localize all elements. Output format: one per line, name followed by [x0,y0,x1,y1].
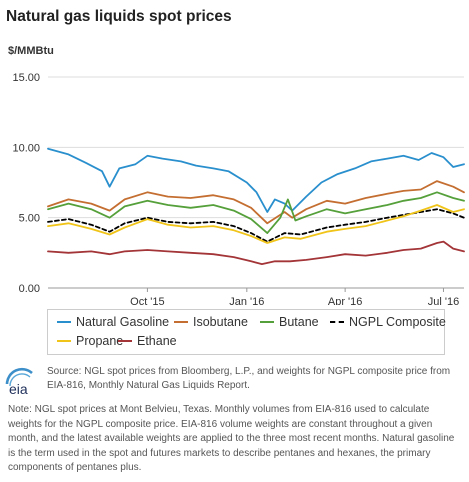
legend-item-isobutane[interactable]: Isobutane [174,315,248,329]
y-tick-label: 5.00 [19,213,40,225]
legend-label: Isobutane [193,315,248,329]
legend-item-ngpl-composite[interactable]: NGPL Composite [330,315,446,329]
series-line-ethane [47,240,465,266]
legend-swatch [57,320,71,323]
legend-item-butane[interactable]: Butane [260,315,319,329]
axis-layer: 0.00 5.00 10.00 15.00 Oct '15 Jan '16 Apr '16 J… [12,72,459,305]
y-tick-label: 0.00 [19,283,40,295]
legend-label: Natural Gasoline [76,315,170,329]
x-tick-label: Jan '16 [229,296,264,305]
series-line-natural-gasoline [47,147,465,213]
legend-swatch [330,320,344,323]
chart-title: Natural gas liquids spot prices [6,8,232,25]
legend-swatch [118,339,132,342]
series-line-butane [47,191,465,235]
grid-layer [48,76,464,289]
legend-label: Butane [279,315,319,329]
series-line-propane [47,204,465,244]
legend-label: Ethane [137,334,177,348]
series-line-isobutane [47,180,465,225]
source-note: Source: NGL spot prices from Bloomberg, … [47,366,451,391]
y-tick-label: 10.00 [12,142,40,154]
legend-item-propane[interactable]: Propane [57,334,123,348]
legend-swatch [57,339,71,342]
source-block: eia Source: NGL spot prices from Bloombe… [4,365,464,397]
legend-label: Propane [76,334,124,348]
legend-swatch [174,320,188,323]
eia-logo-icon: eia [5,367,33,397]
legend-item-ethane[interactable]: Ethane [118,334,177,348]
x-tick-label: Oct '15 [130,296,165,305]
eia-logo-text: eia [9,381,28,397]
y-axis-unit-label: $/MMBtu [8,45,54,57]
legend: Natural Gasoline Isobutane Butane NGPL C… [47,309,446,355]
x-tick-label: Apr '16 [328,296,363,305]
line-chart: 0.00 5.00 10.00 15.00 Oct '15 Jan '16 Apr '16 J… [12,72,465,305]
x-tick-label: Jul '16 [428,296,459,305]
series-line-ngpl-composite [47,208,465,243]
y-tick-label: 15.00 [12,72,40,84]
footnote: Note: NGL spot prices at Mont Belvieu, T… [8,404,455,473]
series-layer [47,147,465,266]
legend-label: NGPL Composite [349,315,446,329]
legend-item-natural-gasoline[interactable]: Natural Gasoline [57,315,169,329]
legend-swatch [260,320,274,323]
